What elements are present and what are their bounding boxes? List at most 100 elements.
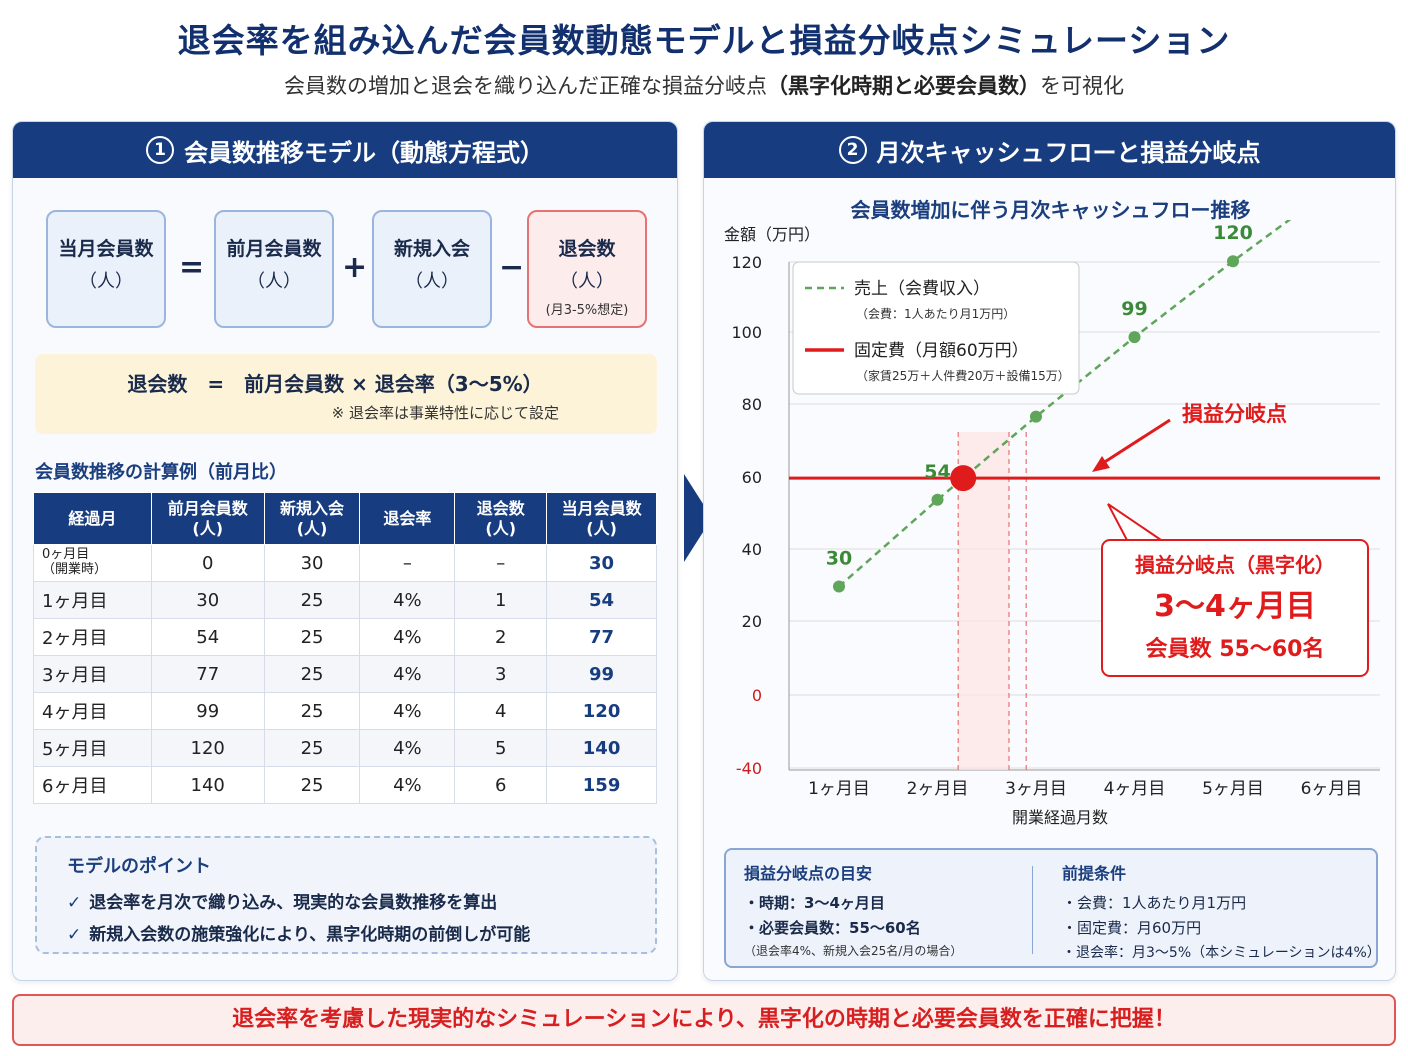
y-tick-label: 60 [742,468,762,487]
cell-prev: 77 [150,655,265,693]
y-tick-label: 20 [742,612,762,631]
y-axis-ticks: 120 100 80 60 40 20 0 -40 [731,253,762,778]
data-label: 99 [1121,298,1147,320]
eq-churn-label: 退会数 [558,238,616,260]
plus-sign: + [342,250,368,285]
callout-members: 会員数 55〜60名 [1146,636,1325,662]
table-row: 1ヶ月目 30 25 4% 1 54 [33,581,657,619]
x-tick-label: 5ヶ月目 [1202,779,1264,799]
check-icon: ✓ [67,893,82,913]
legend-cost-note: （家賃25万＋人件費20万＋設備15万） [856,368,1070,383]
cell-prev: 54 [150,618,265,656]
assumption-item: ・会費：1人あたり月1万円 [1062,894,1247,912]
y-tick-label: 40 [742,540,762,559]
assumptions-title: 前提条件 [1062,864,1127,883]
eq-prev-unit: （人） [247,271,301,292]
data-label: 30 [826,548,852,570]
sales-line [838,220,1292,588]
calc-table: 経過月 前月会員数 (人) 新規入会 (人) 退会率 退会数 (人) 当月会員数 (人)… [33,492,657,804]
cashflow-panel: 2 月次キャッシュフローと損益分岐点 会員数増加に伴う月次キャッシュフロー推移 … [703,121,1396,981]
cell-new: 25 [263,581,361,619]
data-label: 120 [1213,222,1253,244]
col-header-month: 経過月 [33,492,152,545]
churn-formula-box: 退会数 = 前月会員数 × 退会率（3〜5%） ※ 退会率は事業特性に応じて設定 [35,354,657,434]
x-axis-title: 開業経過月数 [1012,808,1108,827]
eq-current-unit: （人） [79,271,133,292]
check-icon: ✓ [67,925,82,945]
cell-new: 30 [263,544,361,582]
breakeven-info-box: 損益分岐点の目安 ・時期：3〜4ヶ月目 ・必要会員数：55〜60名 （退会率4%… [724,848,1381,968]
membership-model-panel: 1 会員数推移モデル（動態方程式） 当月会員数 （人） = 前月会員数 （人） … [12,121,678,981]
y-tick-label: 0 [752,686,762,705]
breakeven-guide: 損益分岐点の目安 ・時期：3〜4ヶ月目 ・必要会員数：55〜60名 （退会率4%… [744,860,962,959]
breakeven-callout [1101,539,1369,677]
y-axis-title: 金額（万円） [724,226,820,244]
cell-month: 3ヶ月目 [33,655,152,693]
model-point-item: ✓ 新規入会数の施策強化により、黒字化時期の前倒しが可能 [67,925,531,945]
right-panel-header: 2 月次キャッシュフローと損益分岐点 [704,122,1395,178]
model-points-box: モデルのポイント ✓ 退会率を月次で織り込み、現実的な会員数推移を算出 ✓ 新規入会… [35,836,657,954]
eq-prev-label: 前月会員数 [226,238,322,260]
eq-new-unit: （人） [405,271,459,292]
data-label: 54 [924,461,950,483]
x-tick-label: 2ヶ月目 [907,779,969,799]
cell-month: 6ヶ月目 [33,766,152,804]
cell-month: 1ヶ月目 [33,581,152,619]
cell-churn: 5 [454,729,548,767]
subtitle-pre: 会員数の増加と退会を織り込んだ正確な損益分岐点 [284,74,767,98]
arrowhead-icon [1092,456,1110,472]
eq-churn-box: 退会数 （人） (月3-5%想定) [527,210,647,328]
guide-item: ・必要会員数：55〜60名 [744,919,921,937]
cell-new: 25 [263,655,361,693]
cell-new: 25 [263,766,361,804]
churn-formula-note: ※ 退会率は事業特性に応じて設定 [331,404,559,422]
callout-title: 損益分岐点（黒字化） [1135,553,1335,577]
cell-rate: – [359,544,456,582]
cell-prev: 30 [150,581,265,619]
breakeven-label: 損益分岐点 [1182,402,1287,426]
legend-box [792,261,1080,395]
assumption-item: ・退会率：月3〜5%（本シミュレーションは4%） [1062,945,1381,961]
x-axis-ticks: 1ヶ月目 2ヶ月目 3ヶ月目 4ヶ月目 5ヶ月目 6ヶ月目 [808,779,1362,799]
cell-month: 4ヶ月目 [33,692,152,730]
col-header-current: 当月会員数 (人) [546,492,657,545]
table-row: 3ヶ月目 77 25 4% 3 99 [33,655,657,693]
cell-new: 25 [263,729,361,767]
cell-churn: 4 [454,692,548,730]
cell-churn: 3 [454,655,548,693]
x-tick-label: 1ヶ月目 [808,779,870,799]
x-tick-label: 4ヶ月目 [1104,779,1166,799]
breakeven-pointer-arrow [1099,418,1171,467]
cell-current: 54 [546,581,657,619]
callout-tail [1107,503,1168,543]
cell-rate: 4% [359,581,456,619]
cell-current: 140 [546,729,657,767]
info-divider [1032,866,1033,954]
eq-current-label: 当月会員数 [58,238,154,260]
table-row: 0ヶ月目 （開業時） 0 30 – – 30 [33,544,657,582]
eq-new-label: 新規入会 [393,238,470,260]
cell-month: 2ヶ月目 [33,618,152,656]
guide-note: （退会率4%、新規入会25名/月の場合） [744,944,963,958]
section-number: 1 [146,136,174,164]
cell-churn: 2 [454,618,548,656]
eq-prev-box: 前月会員数 （人） [214,210,334,328]
cell-rate: 4% [359,729,456,767]
y-tick-label: -40 [736,759,762,778]
model-points-title: モデルのポイント [67,856,211,877]
cell-rate: 4% [359,766,456,804]
calc-table-title: 会員数推移の計算例（前月比） [35,462,287,483]
x-tick-label: 3ヶ月目 [1005,779,1067,799]
chart-legend: 売上（会費収入） （会費：1人あたり月1万円） 固定費（月額60万円） （家賃2… [792,261,1080,395]
x-tick-label: 6ヶ月目 [1301,779,1363,799]
data-point [1128,331,1141,344]
cell-rate: 4% [359,618,456,656]
eq-new-box: 新規入会 （人） [372,210,492,328]
left-panel-header: 1 会員数推移モデル（動態方程式） [13,122,677,178]
section-number: 2 [838,136,867,164]
model-point-item: ✓ 退会率を月次で織り込み、現実的な会員数推移を算出 [67,893,498,913]
eq-current-box: 当月会員数 （人） [46,210,166,328]
chart-title: 会員数増加に伴う月次キャッシュフロー推移 [850,198,1251,222]
cell-rate: 4% [359,692,456,730]
cell-current: 30 [546,544,657,582]
